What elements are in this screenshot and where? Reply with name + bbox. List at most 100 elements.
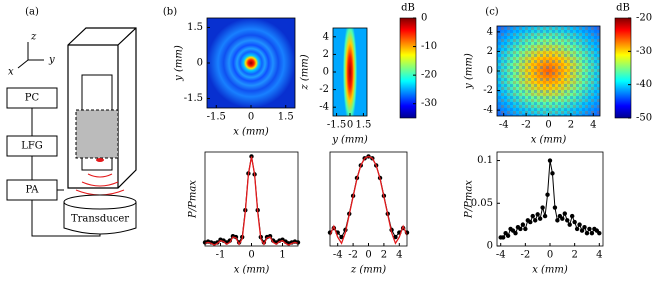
- panel-a: (a) z y x PC LFG PA Transducer: [6, 7, 137, 237]
- colorbar-tick-label: -40: [636, 79, 652, 90]
- axis-arrow: [17, 59, 29, 69]
- x-tick-label: 1: [279, 250, 285, 261]
- wire: [31, 108, 101, 237]
- panel-label: (b): [163, 7, 177, 18]
- box-label: PC: [25, 93, 40, 104]
- data-point: [530, 213, 535, 219]
- y-tick-label: 0: [487, 66, 493, 77]
- data-point: [393, 234, 398, 240]
- y-tick-label: 1.5: [187, 22, 203, 33]
- series-line: [329, 155, 408, 245]
- data-point: [547, 158, 553, 163]
- data-point: [587, 226, 592, 232]
- data-point: [537, 216, 543, 221]
- x-tick-label: 0: [547, 250, 553, 261]
- x-tick-label: 1.5: [278, 112, 294, 123]
- x-tick-label: 2: [571, 250, 577, 261]
- colorbar-tick-label: 0: [421, 13, 427, 24]
- data-point: [574, 226, 580, 232]
- y-tick-label: -4: [483, 105, 493, 116]
- box-label: PA: [25, 185, 39, 196]
- axis-label: x: [8, 67, 14, 78]
- tank: [67, 27, 137, 189]
- x-axis-label: x (mm): [233, 127, 269, 138]
- x-tick-label: -1.5: [327, 120, 346, 131]
- data-point: [535, 212, 540, 217]
- x-axis-label: z (mm): [350, 265, 386, 276]
- data-point: [520, 222, 526, 227]
- transducer-label: Transducer: [71, 214, 129, 225]
- y-tick-label: -1.5: [184, 93, 203, 104]
- y-tick-label: -2: [319, 84, 329, 95]
- heatmap-image: [207, 18, 295, 108]
- y-tick-label: 4: [323, 31, 329, 42]
- data-point: [552, 205, 558, 210]
- transducer-top: [63, 194, 137, 210]
- data-point: [555, 218, 560, 223]
- x-axis-label: x (mm): [532, 265, 568, 276]
- heatmap-noise: [497, 26, 600, 116]
- colorbar: [614, 17, 632, 119]
- data-point: [569, 213, 575, 219]
- y-axis-label: z (mm): [300, 54, 311, 90]
- data-point: [572, 219, 577, 225]
- x-tick-label: 4: [596, 250, 602, 261]
- x-tick-label: 0: [365, 250, 371, 261]
- x-tick-label: 0: [248, 250, 254, 261]
- x-tick-label: -4: [496, 250, 506, 261]
- data-point: [500, 235, 506, 240]
- x-tick-label: 0: [248, 112, 254, 123]
- y-axis-label: P/Pmax: [188, 180, 199, 219]
- y-axis-label: y (mm): [464, 53, 475, 90]
- x-tick-label: 1.5: [355, 120, 371, 131]
- colorbar-tick-label: -20: [636, 13, 652, 24]
- series-line: [204, 156, 299, 244]
- data-point: [584, 230, 590, 236]
- x-tick-label: -2: [348, 250, 358, 261]
- data-point: [513, 230, 518, 236]
- transducer-body: [63, 202, 137, 235]
- colorbar: [399, 17, 417, 119]
- data-point: [542, 213, 548, 219]
- x-tick-label: 2: [381, 250, 387, 261]
- x-tick-label: 4: [590, 120, 596, 131]
- data-point: [589, 230, 595, 236]
- data-point: [567, 222, 572, 227]
- colorbar-label: dB: [401, 3, 415, 14]
- x-tick-label: 4: [396, 250, 402, 261]
- data-point: [528, 219, 533, 225]
- colorbar-tick-label: -50: [636, 113, 652, 124]
- focus: [96, 158, 104, 162]
- panel-label: (c): [485, 7, 499, 18]
- data-point: [579, 228, 585, 233]
- x-axis-label: x (mm): [234, 265, 270, 276]
- plot-frame: [329, 151, 408, 247]
- axis-label: y: [48, 55, 55, 66]
- sample: [75, 109, 119, 159]
- box-label: LFG: [21, 141, 43, 152]
- data-point: [518, 226, 523, 232]
- colorbar-tick-label: -10: [421, 41, 437, 52]
- y-tick-label: -4: [319, 102, 329, 113]
- data-point: [550, 171, 555, 176]
- y-tick-label: 0: [487, 241, 493, 252]
- x-axis-label: x (mm): [531, 135, 567, 146]
- y-tick-label: 0.05: [471, 198, 493, 209]
- x-tick-label: -2: [520, 250, 530, 261]
- data-point: [540, 205, 545, 210]
- x-tick-label: 0: [545, 120, 551, 131]
- panel-label: (a): [25, 7, 39, 18]
- colorbar-tick-label: -30: [421, 98, 437, 109]
- colorbar-tick-label: -20: [421, 70, 437, 81]
- data-point: [545, 192, 550, 197]
- series-line: [204, 156, 299, 246]
- y-tick-label: 0: [197, 58, 203, 69]
- x-axis-label: y (mm): [331, 135, 368, 146]
- colorbar-tick-label: -30: [636, 46, 652, 57]
- data-point: [339, 234, 344, 240]
- x-tick-label: 0: [347, 120, 353, 131]
- data-point: [560, 216, 565, 221]
- y-tick-label: 2: [323, 49, 329, 60]
- y-axis-label: P/Pmax: [464, 180, 475, 219]
